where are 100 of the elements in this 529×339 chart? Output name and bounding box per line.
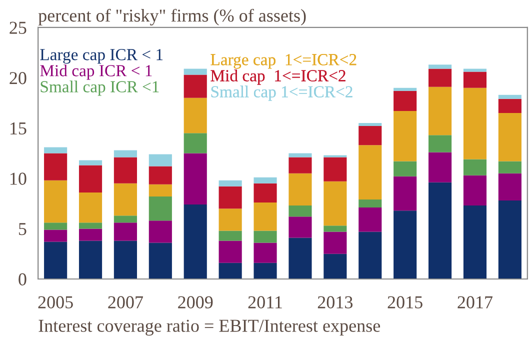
bar bbox=[428, 86, 452, 136]
bar bbox=[428, 68, 452, 87]
bar bbox=[463, 175, 487, 206]
bar bbox=[324, 181, 347, 226]
bar bbox=[324, 226, 347, 232]
bar bbox=[498, 98, 522, 113]
bar bbox=[358, 126, 382, 146]
bar bbox=[44, 222, 68, 230]
bar bbox=[288, 206, 312, 217]
y-tick-label: 0 bbox=[18, 273, 26, 286]
bar bbox=[218, 208, 242, 231]
bar bbox=[498, 112, 522, 162]
text: Small cap ICR <1 bbox=[40, 80, 159, 96]
series-label: Mid cap 1<=ICR<2 bbox=[210, 70, 346, 85]
bar bbox=[114, 240, 137, 279]
bar bbox=[288, 238, 312, 279]
bar bbox=[184, 68, 207, 75]
bar bbox=[324, 232, 347, 254]
bar bbox=[254, 230, 277, 243]
bar bbox=[288, 153, 312, 158]
bar bbox=[218, 240, 242, 263]
bar bbox=[184, 74, 207, 98]
bar bbox=[254, 177, 277, 184]
x-tick-label: 2017 bbox=[458, 296, 493, 308]
bar bbox=[148, 184, 172, 196]
bar bbox=[148, 196, 172, 221]
bar bbox=[78, 165, 102, 192]
bar bbox=[463, 68, 487, 72]
bar bbox=[218, 180, 242, 186]
bar bbox=[498, 94, 522, 99]
bar bbox=[184, 98, 207, 134]
y-tick-label: 10 bbox=[10, 172, 26, 185]
bar bbox=[44, 153, 68, 180]
bar bbox=[44, 147, 68, 154]
bar bbox=[498, 200, 522, 279]
bar bbox=[148, 154, 172, 166]
bar bbox=[428, 182, 452, 279]
x-tick-label: 2013 bbox=[318, 296, 353, 308]
bar bbox=[394, 90, 417, 111]
bar bbox=[288, 216, 312, 238]
bar bbox=[394, 110, 417, 162]
x-tick-label: 2011 bbox=[248, 296, 282, 308]
chart-title: percent of "risky" firms (% of assets) bbox=[38, 8, 306, 26]
bar bbox=[44, 230, 68, 242]
bar bbox=[44, 242, 68, 279]
bar bbox=[428, 152, 452, 182]
bar bbox=[428, 135, 452, 152]
bar bbox=[394, 161, 417, 176]
bar bbox=[218, 230, 242, 241]
bar bbox=[78, 192, 102, 223]
bar bbox=[114, 157, 137, 184]
bar bbox=[394, 176, 417, 211]
bar bbox=[114, 150, 137, 158]
bar bbox=[498, 173, 522, 201]
bar bbox=[394, 210, 417, 279]
y-tick-label: 20 bbox=[10, 72, 26, 84]
bar bbox=[288, 157, 312, 174]
bar bbox=[148, 242, 172, 279]
bar bbox=[358, 208, 382, 232]
bar bbox=[44, 180, 68, 223]
bar bbox=[358, 123, 382, 126]
y-tick-label: 5 bbox=[19, 223, 26, 236]
bar bbox=[463, 206, 487, 279]
bar bbox=[218, 186, 242, 209]
bar bbox=[428, 64, 452, 69]
x-tick-label: 2007 bbox=[108, 296, 144, 308]
bar bbox=[324, 157, 347, 182]
bar bbox=[324, 254, 347, 279]
bar bbox=[148, 166, 172, 184]
bar bbox=[184, 153, 207, 205]
text: Large cap ICR < 1 bbox=[40, 49, 163, 64]
bar bbox=[114, 216, 137, 223]
bar bbox=[463, 72, 487, 88]
series-label: Large cap 1<=ICR<2 bbox=[210, 54, 356, 69]
bar bbox=[358, 200, 382, 208]
y-tick-label: 15 bbox=[10, 122, 26, 135]
bar bbox=[218, 262, 242, 279]
bar bbox=[254, 202, 277, 231]
series-label: Small cap 1<=ICR<2 bbox=[211, 86, 352, 101]
text: Mid cap ICR < 1 bbox=[40, 64, 152, 80]
bar bbox=[463, 88, 487, 160]
bar bbox=[78, 228, 102, 241]
bar bbox=[78, 222, 102, 229]
bar bbox=[148, 220, 172, 243]
bar bbox=[184, 204, 207, 279]
bar bbox=[358, 145, 382, 200]
bar bbox=[184, 133, 207, 154]
bar bbox=[254, 242, 277, 263]
bar bbox=[78, 160, 102, 166]
x-tick-label: 2005 bbox=[38, 296, 73, 308]
bar bbox=[288, 173, 312, 206]
text: Interest coverage ratio = EBIT/Interest expense bbox=[38, 320, 380, 336]
bar bbox=[114, 183, 137, 216]
bar bbox=[358, 232, 382, 279]
bar bbox=[114, 222, 137, 241]
bar bbox=[498, 161, 522, 174]
bar bbox=[254, 262, 277, 279]
bar bbox=[78, 240, 102, 279]
bar bbox=[254, 183, 277, 203]
bar bbox=[463, 159, 487, 176]
